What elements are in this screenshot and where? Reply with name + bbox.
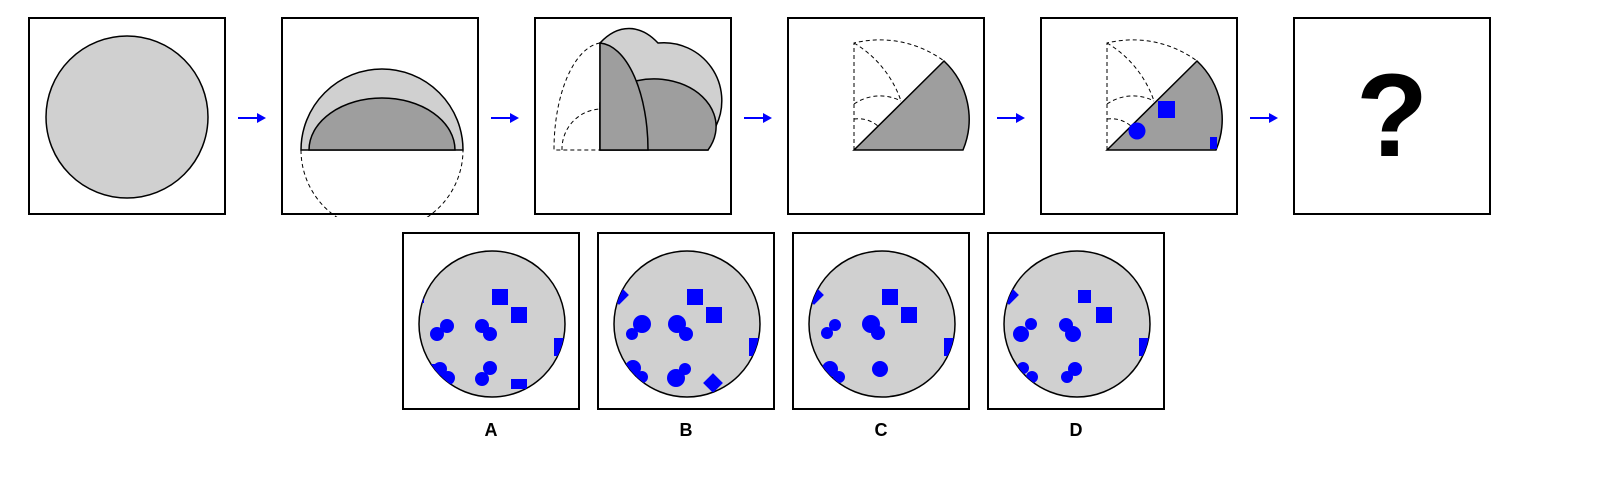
edge-notch — [554, 338, 564, 356]
question-mark: ? — [1355, 50, 1429, 182]
punched-circle — [668, 315, 686, 333]
punched-square — [687, 289, 703, 305]
folded-mid-outline — [1106, 95, 1155, 105]
sequence-panel-5 — [1040, 17, 1238, 215]
option-a-panel[interactable] — [402, 232, 580, 410]
sequence-panel-4 — [787, 17, 985, 215]
option-d-label[interactable]: D — [1069, 420, 1083, 440]
folded-outer-outline — [1106, 39, 1198, 150]
punched-circle — [679, 327, 693, 341]
option-c-label[interactable]: C — [874, 420, 888, 440]
edge-notch — [846, 251, 868, 252]
folded-left-outline — [553, 42, 601, 151]
full-circle-figure — [45, 35, 209, 199]
folded-inner-outline — [853, 118, 880, 128]
edge-notch — [749, 338, 759, 356]
arrow-right-icon — [238, 113, 266, 123]
unfolded-circle — [418, 250, 566, 398]
punched-square — [511, 307, 527, 323]
punched-square — [1096, 307, 1112, 323]
eighth-fold-figure — [852, 39, 970, 151]
folded-inner-outline — [561, 108, 601, 151]
punched-circle — [1026, 371, 1038, 383]
punched-circle — [1061, 371, 1073, 383]
punched-square — [706, 307, 722, 323]
option-a-figure — [418, 250, 566, 398]
punched-circle — [483, 361, 497, 375]
edge-notch — [511, 379, 527, 389]
folded-outer-outline — [853, 39, 945, 150]
punched-circle — [871, 326, 885, 340]
punched-circle — [636, 371, 648, 383]
option-a-label[interactable]: A — [484, 420, 498, 440]
edge-notch — [1139, 338, 1149, 356]
folded-inner-outline — [1106, 118, 1133, 128]
folded-half — [308, 97, 456, 151]
punched-circle — [483, 327, 497, 341]
punched-circle — [1025, 318, 1037, 330]
punched-square — [901, 307, 917, 323]
punched-square — [1078, 290, 1091, 303]
edge-notch — [944, 338, 954, 356]
arrow-right-icon — [1250, 113, 1278, 123]
punched-circle — [833, 371, 845, 383]
folded-flap — [599, 42, 649, 151]
option-b-panel[interactable] — [597, 232, 775, 410]
option-c-figure — [808, 250, 956, 398]
punched-circle — [430, 327, 444, 341]
folded-arc-outline — [853, 42, 902, 102]
punched-circle — [1013, 326, 1029, 342]
sequence-panel-3 — [534, 17, 732, 215]
folded-arc-outline — [1106, 42, 1155, 102]
eighth-wedge — [852, 59, 970, 151]
punched-square — [882, 289, 898, 305]
folded-mid-outline — [853, 95, 902, 105]
half-fold-figure — [300, 68, 464, 217]
unfolded-circle — [808, 250, 956, 398]
punched-square — [492, 289, 508, 305]
arrow-right-icon — [744, 113, 772, 123]
punched-circle — [626, 328, 638, 340]
punched-edge-notch — [1210, 137, 1217, 149]
folded-outline — [300, 149, 464, 217]
quarter-fold-figure — [553, 27, 723, 151]
edge-notch — [1041, 251, 1063, 252]
option-d-figure — [1003, 250, 1151, 398]
unfolded-circle — [1003, 250, 1151, 398]
punched-circle — [1065, 326, 1081, 342]
punched-circle — [1017, 362, 1029, 374]
punched-circle — [1068, 362, 1082, 376]
arrow-right-icon — [491, 113, 519, 123]
punched-circle — [1128, 122, 1146, 140]
option-b-label[interactable]: B — [679, 420, 693, 440]
arrow-right-icon — [997, 113, 1025, 123]
punched-circle — [440, 319, 454, 333]
punched-circle — [667, 369, 685, 387]
punched-circle — [872, 361, 888, 377]
punched-eighth-figure — [1105, 39, 1223, 151]
paper-circle — [45, 35, 209, 199]
sequence-panel-1 — [28, 17, 226, 215]
option-c-panel[interactable] — [792, 232, 970, 410]
punched-square — [1158, 101, 1175, 118]
unfolded-circle — [613, 250, 761, 398]
punched-circle — [633, 315, 651, 333]
edge-notch — [456, 251, 478, 252]
option-b-figure — [613, 250, 761, 398]
sequence-panel-2 — [281, 17, 479, 217]
edge-notch — [651, 251, 673, 252]
punched-circle — [821, 327, 833, 339]
punched-circle — [829, 319, 841, 331]
sequence-panel-unknown: ? — [1293, 17, 1491, 215]
option-d-panel[interactable] — [987, 232, 1165, 410]
punched-circle — [475, 372, 489, 386]
